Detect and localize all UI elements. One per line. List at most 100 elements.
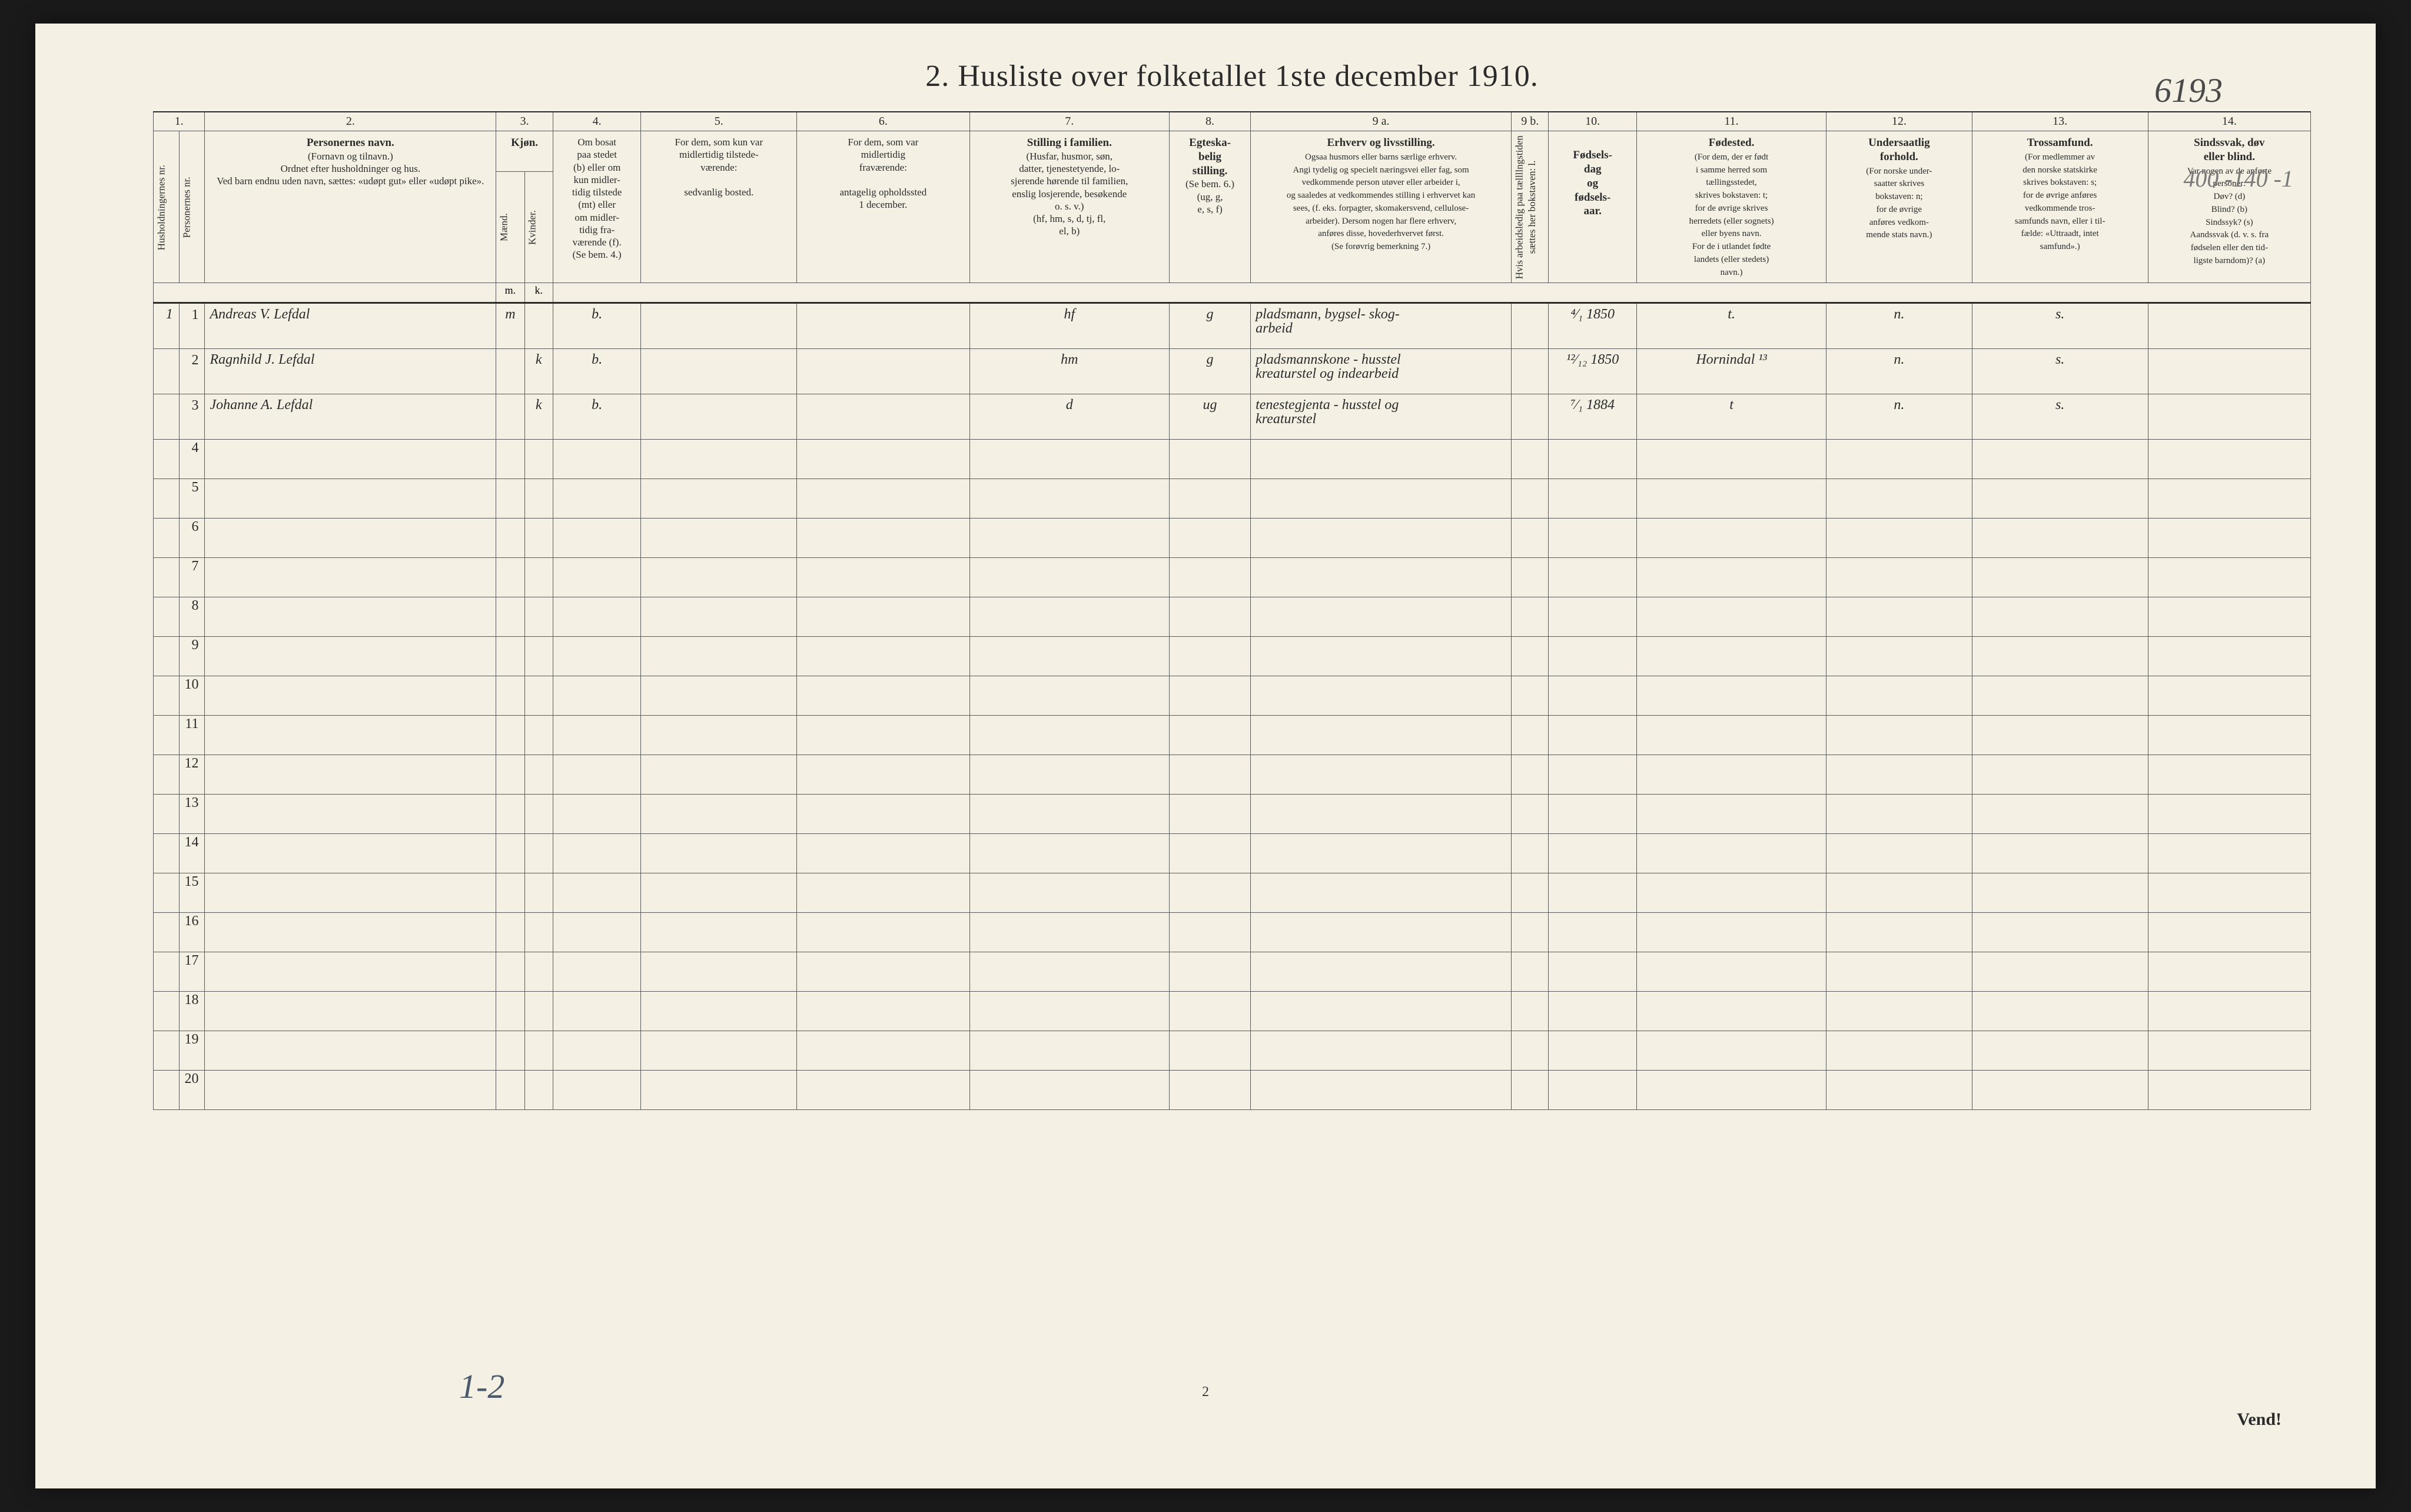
cell-empty bbox=[641, 834, 797, 873]
cell-empty bbox=[496, 1071, 524, 1110]
cell-pnr: 2 bbox=[179, 349, 205, 394]
colnum-1: 1. bbox=[154, 112, 205, 131]
cell-empty bbox=[641, 479, 797, 519]
cell-empty bbox=[1549, 597, 1637, 637]
cell-empty bbox=[1170, 519, 1251, 558]
cell-empty bbox=[641, 992, 797, 1031]
header-kjon: Kjøn. bbox=[496, 131, 553, 172]
cell-empty bbox=[1512, 676, 1549, 716]
cell-empty bbox=[205, 1071, 496, 1110]
cell-hh bbox=[154, 913, 180, 952]
cell-empty bbox=[1636, 519, 1826, 558]
colnum-2: 2. bbox=[205, 112, 496, 131]
cell-empty bbox=[1549, 479, 1637, 519]
header-c7-title: Stilling i familien. bbox=[1027, 137, 1112, 149]
cell-empty bbox=[2148, 1031, 2310, 1071]
cell-pnr: 19 bbox=[179, 1031, 205, 1071]
cell-empty bbox=[553, 913, 641, 952]
cell-egteskab: g bbox=[1170, 303, 1251, 349]
cell-name: Andreas V. Lefdal bbox=[205, 303, 496, 349]
cell-c6 bbox=[797, 303, 969, 349]
cell-empty bbox=[1972, 952, 2148, 992]
cell-empty bbox=[1512, 795, 1549, 834]
cell-sex-k: k bbox=[524, 394, 553, 440]
cell-empty bbox=[1170, 637, 1251, 676]
cell-empty bbox=[524, 913, 553, 952]
cell-empty bbox=[1549, 795, 1637, 834]
cell-empty bbox=[553, 676, 641, 716]
cell-empty bbox=[524, 676, 553, 716]
cell-pnr: 4 bbox=[179, 440, 205, 479]
cell-empty bbox=[2148, 479, 2310, 519]
cell-empty bbox=[1549, 716, 1637, 755]
table-row-empty: 10 bbox=[154, 676, 2311, 716]
table-row-empty: 6 bbox=[154, 519, 2311, 558]
cell-empty bbox=[524, 519, 553, 558]
header-c5-title: For dem, som kun var midlertidig tilsted… bbox=[675, 137, 763, 173]
cell-empty bbox=[553, 795, 641, 834]
cell-empty bbox=[205, 834, 496, 873]
cell-hh bbox=[154, 834, 180, 873]
cell-empty bbox=[797, 637, 969, 676]
cell-erhverv: tenestegjenta - husstel og kreaturstel bbox=[1251, 394, 1512, 440]
cell-empty bbox=[1972, 1031, 2148, 1071]
table-row-empty: 17 bbox=[154, 952, 2311, 992]
cell-empty bbox=[1826, 716, 1972, 755]
cell-empty bbox=[2148, 834, 2310, 873]
table-row-empty: 5 bbox=[154, 479, 2311, 519]
viewport: 2. Husliste over folketallet 1ste decemb… bbox=[0, 0, 2411, 1512]
cell-empty bbox=[797, 1071, 969, 1110]
cell-empty bbox=[2148, 992, 2310, 1031]
cell-name: Ragnhild J. Lefdal bbox=[205, 349, 496, 394]
cell-sex-k bbox=[524, 303, 553, 349]
cell-empty bbox=[1826, 795, 1972, 834]
cell-empty bbox=[969, 873, 1169, 913]
table-row-empty: 15 bbox=[154, 873, 2311, 913]
cell-empty bbox=[969, 1031, 1169, 1071]
cell-pnr: 20 bbox=[179, 1071, 205, 1110]
cell-hh bbox=[154, 1031, 180, 1071]
cell-empty bbox=[1251, 1031, 1512, 1071]
cell-hh bbox=[154, 952, 180, 992]
colnum-9a: 9 a. bbox=[1251, 112, 1512, 131]
cell-pnr: 6 bbox=[179, 519, 205, 558]
cell-empty bbox=[1170, 1031, 1251, 1071]
cell-empty bbox=[641, 637, 797, 676]
header-midl-tilstede: For dem, som kun var midlertidig tilsted… bbox=[641, 131, 797, 283]
cell-empty bbox=[524, 597, 553, 637]
cell-empty bbox=[1251, 676, 1512, 716]
cell-empty bbox=[1512, 913, 1549, 952]
header-c8-title: Egteska- belig stilling. bbox=[1189, 137, 1231, 177]
cell-empty bbox=[2148, 755, 2310, 795]
cell-empty bbox=[641, 913, 797, 952]
cell-empty bbox=[1512, 716, 1549, 755]
cell-empty bbox=[969, 558, 1169, 597]
colnum-14: 14. bbox=[2148, 112, 2310, 131]
cell-empty bbox=[1512, 1031, 1549, 1071]
cell-empty bbox=[1972, 558, 2148, 597]
cell-hh bbox=[154, 597, 180, 637]
cell-empty bbox=[1170, 992, 1251, 1031]
cell-empty bbox=[969, 1071, 1169, 1110]
cell-empty bbox=[1170, 716, 1251, 755]
cell-empty bbox=[1251, 716, 1512, 755]
cell-hh bbox=[154, 519, 180, 558]
cell-hh bbox=[154, 1071, 180, 1110]
cell-empty bbox=[205, 597, 496, 637]
cell-hh bbox=[154, 755, 180, 795]
header-c9a-title: Erhverv og livsstilling. bbox=[1327, 137, 1435, 149]
cell-empty bbox=[797, 479, 969, 519]
colnum-4: 4. bbox=[553, 112, 641, 131]
cell-hh bbox=[154, 558, 180, 597]
cell-empty bbox=[553, 597, 641, 637]
cell-bosat: b. bbox=[553, 303, 641, 349]
table-row-empty: 20 bbox=[154, 1071, 2311, 1110]
cell-hh bbox=[154, 479, 180, 519]
header-c10-title: Fødsels- dag og fødsels- aar. bbox=[1573, 149, 1612, 217]
cell-hh bbox=[154, 716, 180, 755]
header-navn: Personernes navn. (Fornavn og tilnavn.) … bbox=[205, 131, 496, 283]
cell-empty bbox=[1512, 755, 1549, 795]
table-row-empty: 19 bbox=[154, 1031, 2311, 1071]
vend-label: Vend! bbox=[2237, 1410, 2282, 1430]
cell-empty bbox=[797, 716, 969, 755]
